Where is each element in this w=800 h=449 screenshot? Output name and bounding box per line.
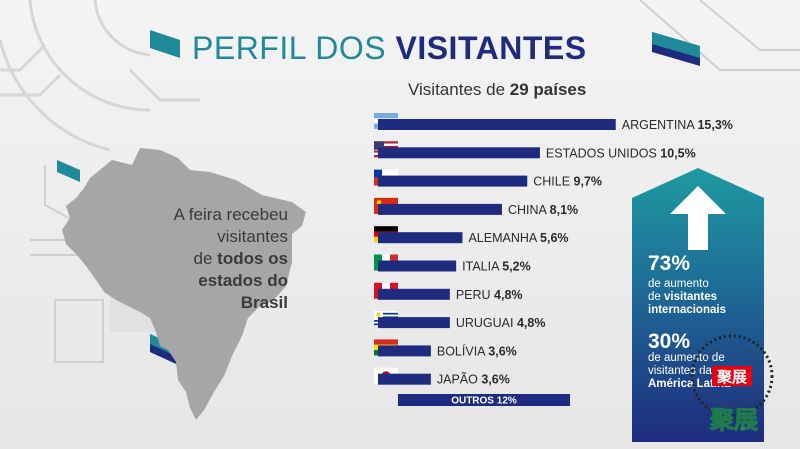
bar-outros: [398, 394, 570, 406]
circuit-rings: [0, 0, 200, 152]
seal-ring: [690, 334, 774, 418]
highlight-text-international: de aumento de visitantes internacionais: [648, 278, 726, 316]
bar-estados-unidos: [378, 147, 540, 159]
bar-group-china: CHINA 8,1%: [374, 197, 578, 217]
deco-rect: [54, 299, 104, 363]
chart-subtitle: Visitantes de 29 países: [408, 80, 587, 99]
seal-badge: [712, 366, 752, 386]
bar-group-italia: ITALIA 5,2%: [374, 254, 531, 274]
bar-japão: [378, 373, 431, 385]
bar-group-argentina: ARGENTINA 15,3%: [374, 113, 733, 132]
bar-uruguai: [378, 317, 450, 329]
bar-group-peru: PERU 4,8%: [374, 282, 523, 302]
bar-argentina: [378, 119, 616, 130]
highlight-pct-latam: 30%: [648, 330, 691, 353]
bar-label-alemanha: ALEMANHA 5,6%: [468, 231, 568, 245]
bar-bolívia: [378, 345, 431, 357]
arrow-up-icon: [670, 186, 726, 250]
bar-italia: [378, 260, 457, 272]
bar-label-japão: JAPÃO 3,6%: [437, 373, 510, 387]
page-title: PERFIL DOS VISITANTES: [192, 30, 587, 66]
watermark-seal: 聚展 聚展: [690, 334, 774, 434]
map-accent: [57, 160, 80, 182]
brand-text: 聚展: [709, 406, 758, 434]
bar-group-bolívia: BOLÍVIA 3,6%: [374, 339, 517, 358]
title-accent-right-top: [652, 32, 700, 58]
title-accent-left: [150, 30, 180, 58]
bar-chile: [378, 175, 528, 187]
bar-label-argentina: ARGENTINA 15,3%: [622, 118, 733, 132]
bar-label-peru: PERU 4,8%: [456, 288, 523, 302]
bar-group-japão: JAPÃO 3,6%: [374, 367, 510, 387]
bar-china: [378, 203, 502, 215]
brazil-map-shape: [62, 148, 306, 420]
bar-group-estados-unidos: ESTADOS UNIDOS 10,5%: [374, 141, 696, 160]
bar-label-estados-unidos: ESTADOS UNIDOS 10,5%: [546, 146, 696, 160]
bar-group-uruguai: URUGUAI 4,8%: [374, 311, 545, 330]
bar-label-uruguai: URUGUAI 4,8%: [456, 316, 546, 330]
bar-label-outros: OUTROS 12%: [451, 396, 517, 407]
bar-label-italia: ITALIA 5,2%: [462, 260, 531, 274]
bar-label-chile: CHILE 9,7%: [533, 175, 602, 189]
seal-text: 聚展: [716, 368, 747, 386]
bar-label-china: CHINA 8,1%: [508, 203, 578, 217]
highlight-pct-international: 73%: [648, 252, 691, 275]
bar-label-bolívia: BOLÍVIA 3,6%: [437, 343, 517, 358]
seal-ring-inner: [701, 345, 763, 407]
bar-peru: [378, 288, 450, 300]
bar-group-outros: OUTROS 12%: [398, 394, 570, 407]
highlight-text-latam: de aumento de visitantes da América Lati…: [648, 352, 731, 390]
map-caption: A feira recebeu visitantes de todos os e…: [173, 205, 288, 312]
bar-group-alemanha: ALEMANHA 5,6%: [374, 226, 569, 245]
bar-group-chile: CHILE 9,7%: [374, 169, 602, 189]
bar-alemanha: [378, 232, 463, 244]
